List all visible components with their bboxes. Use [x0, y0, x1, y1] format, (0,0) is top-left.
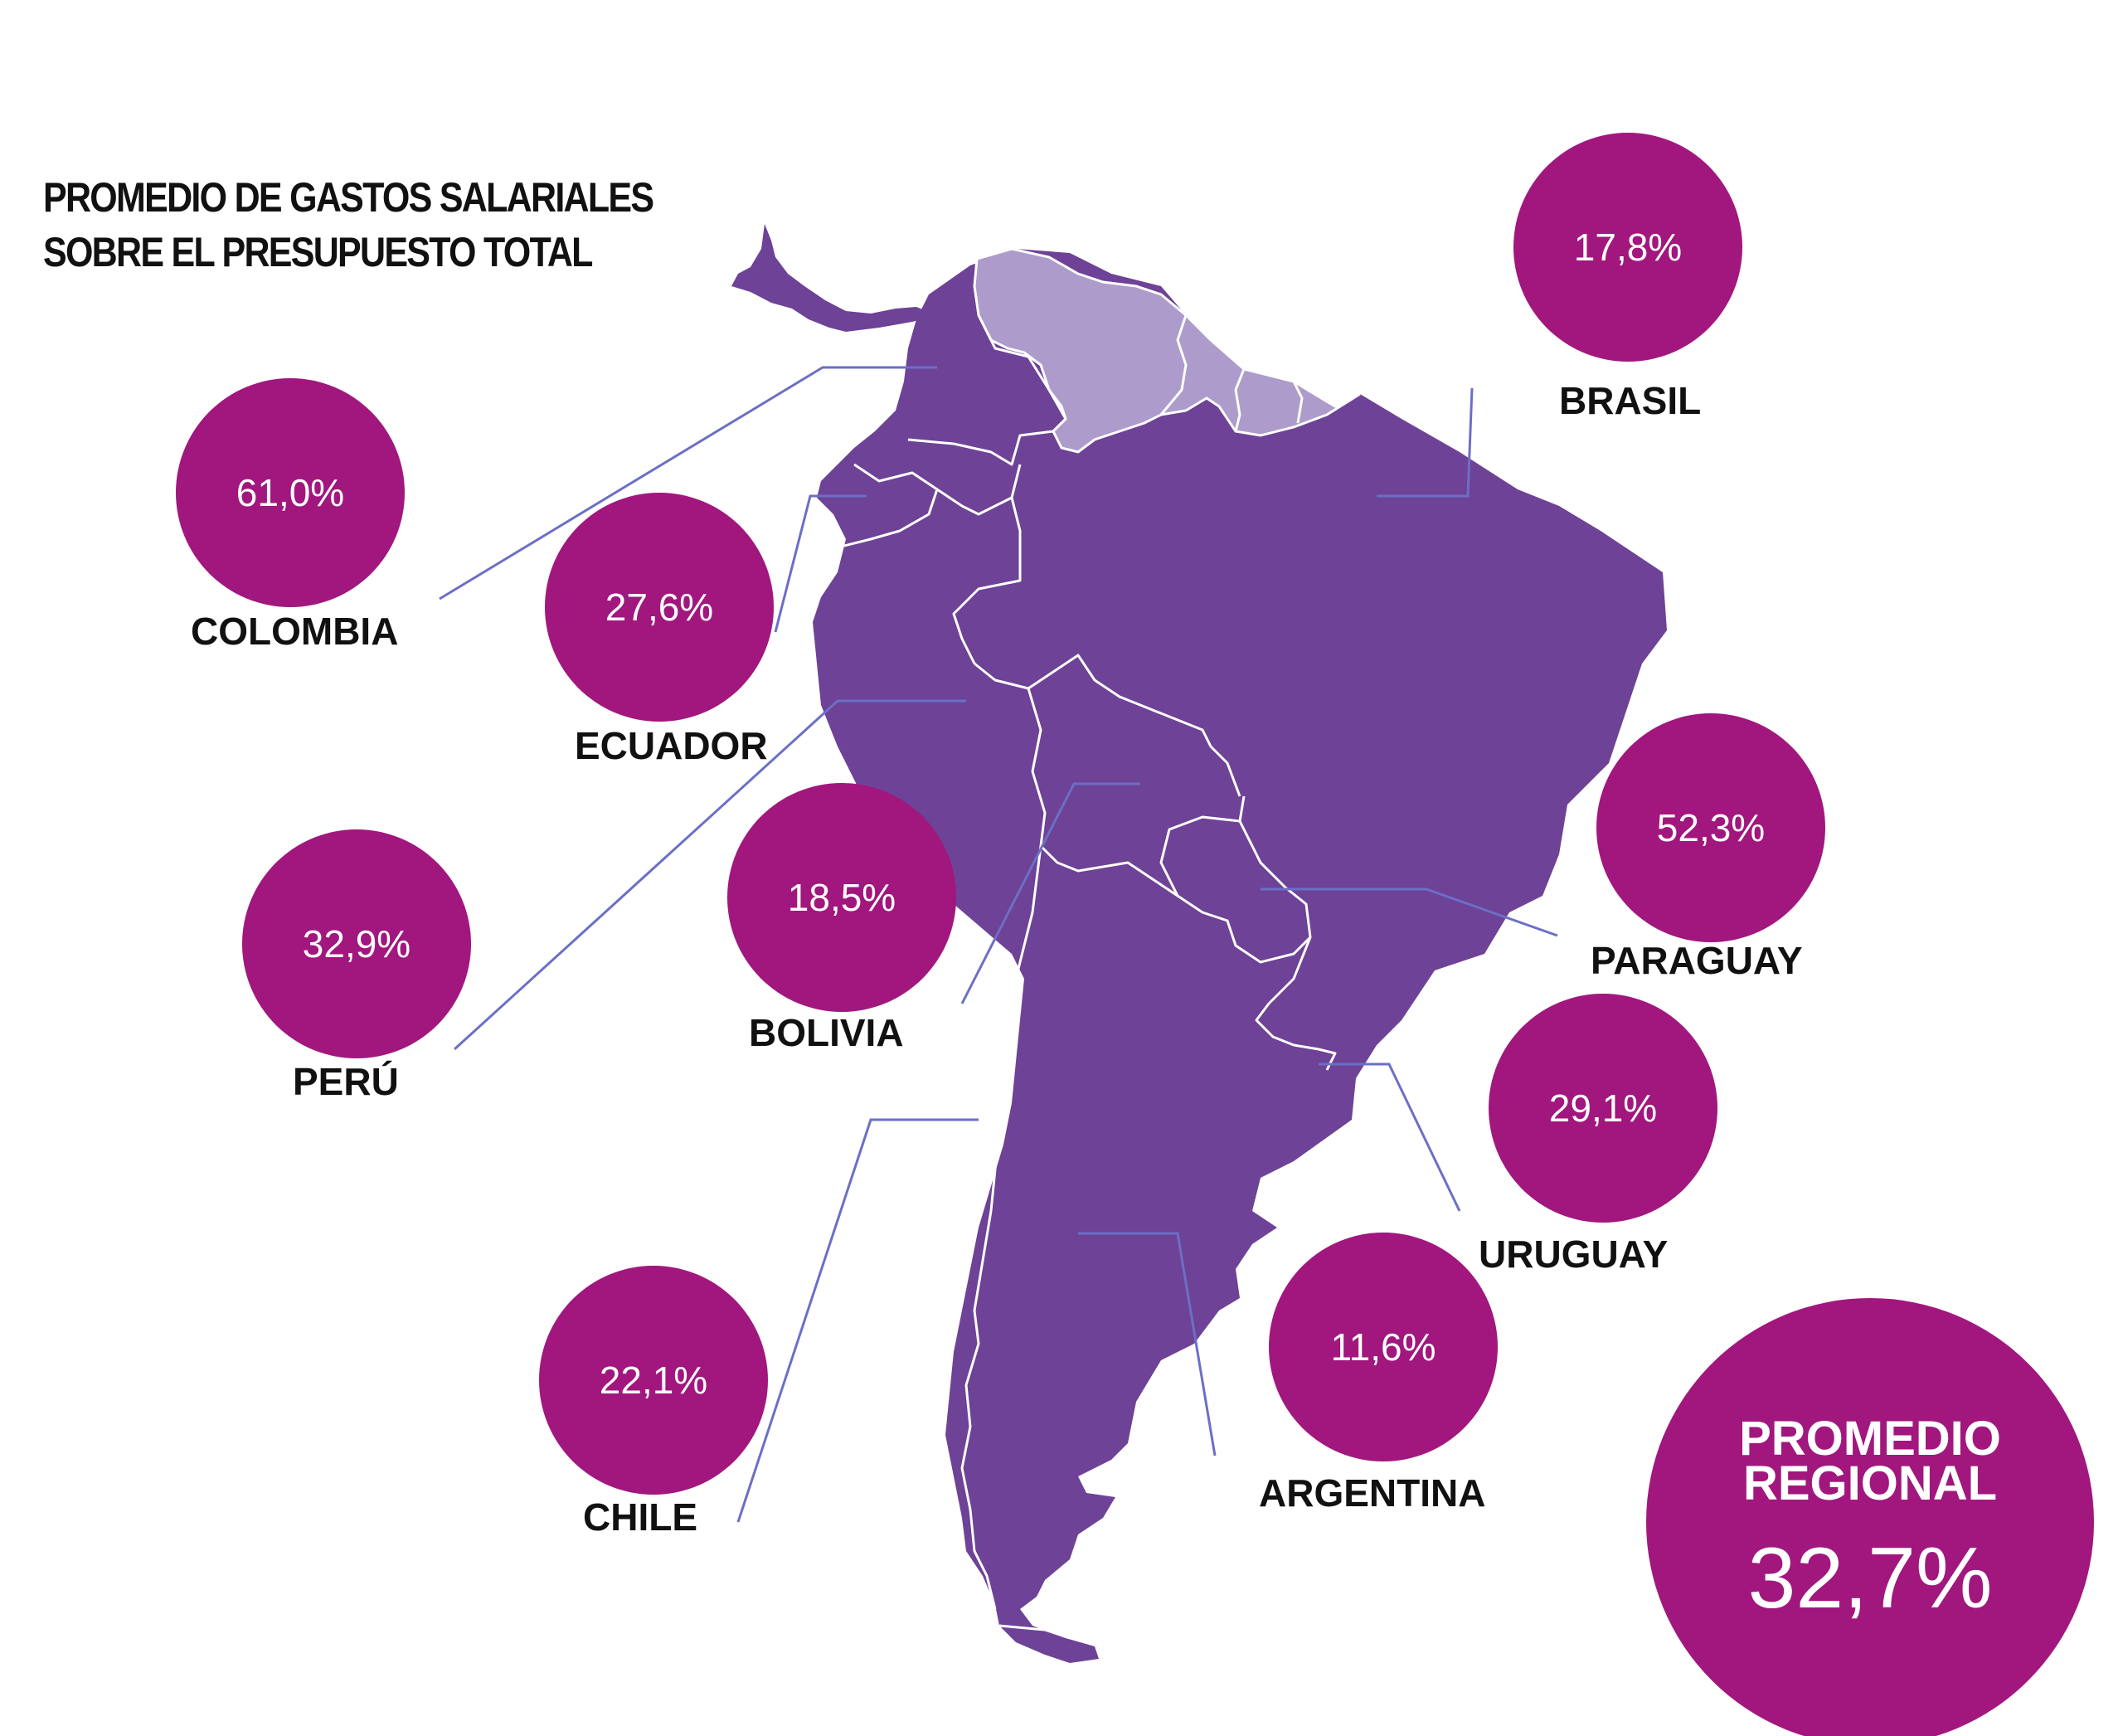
leader-line-bolivia — [960, 782, 1140, 1004]
leader-lines — [439, 366, 1558, 1523]
regional-average-bubble: PROMEDIO REGIONAL 32,7% — [1646, 1298, 2094, 1736]
leader-line-argentina — [1078, 1232, 1217, 1456]
regional-average-label: PROMEDIO REGIONAL — [1739, 1411, 2001, 1510]
central-america-shape — [731, 224, 937, 332]
leader-line-peru — [453, 699, 966, 1051]
map-title-line-2: SOBRE EL PRESUPUESTO TOTAL — [43, 229, 593, 275]
regional-average-value: 32,7% — [1747, 1529, 1993, 1627]
bubble-chile: 22,1% — [539, 1266, 768, 1495]
label-argentina: ARGENTINA — [1259, 1471, 1486, 1515]
bubble-paraguay: 52,3% — [1596, 713, 1825, 942]
label-chile: CHILE — [583, 1495, 697, 1539]
label-brasil: BRASIL — [1559, 379, 1702, 422]
bubble-uruguay: 29,1% — [1489, 994, 1717, 1223]
country-borders — [837, 314, 1337, 1640]
label-colombia: COLOMBIA — [191, 610, 399, 653]
bubble-peru: 32,9% — [242, 829, 471, 1058]
north-region-shape — [973, 247, 1361, 454]
leader-line-brasil — [1377, 387, 1474, 498]
leader-line-colombia — [439, 366, 937, 601]
leader-line-paraguay — [1261, 887, 1558, 937]
label-paraguay: PARAGUAY — [1591, 939, 1803, 982]
label-peru: PERÚ — [293, 1060, 399, 1103]
bubble-brasil: 17,8% — [1513, 133, 1742, 362]
leader-line-uruguay — [1319, 1063, 1461, 1212]
bubble-argentina: 11,6% — [1269, 1233, 1498, 1461]
map-title-line-1: PROMEDIO DE GASTOS SALARIALES — [43, 174, 654, 221]
label-bolivia: BOLIVIA — [749, 1011, 904, 1054]
continent-shape — [813, 249, 1667, 1663]
label-uruguay: URUGUAY — [1479, 1233, 1669, 1276]
map-title: PROMEDIO DE GASTOS SALARIALES SOBRE EL P… — [43, 170, 654, 280]
bubble-ecuador: 27,6% — [545, 493, 774, 722]
leader-line-chile — [736, 1118, 979, 1523]
leader-line-ecuador — [774, 494, 867, 633]
bubble-bolivia: 18,5% — [727, 783, 956, 1012]
label-ecuador: ECUADOR — [575, 724, 768, 767]
bubble-colombia: 61,0% — [176, 378, 405, 607]
